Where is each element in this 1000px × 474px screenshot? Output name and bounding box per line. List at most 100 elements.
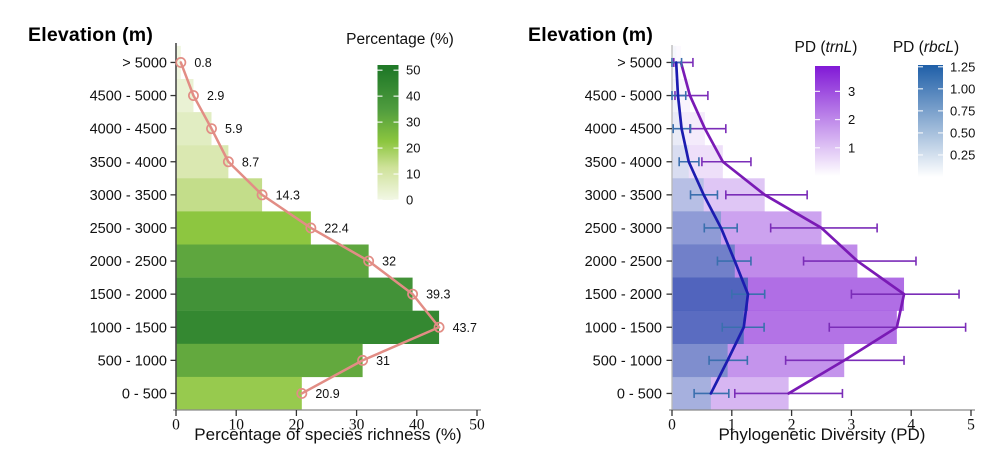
pd-rbcl-colorbar-tick-label: 0.75 (950, 103, 975, 118)
richness-value-label: 43.7 (453, 321, 477, 335)
elevation-band-label: 3000 - 3500 (90, 188, 167, 204)
richness-value-label: 32 (382, 255, 396, 269)
elevation-band-label: 0 - 500 (617, 386, 662, 402)
pd-rbcl-legend-suffix: ) (953, 39, 960, 56)
richness-bar (176, 45, 181, 80)
richness-marker (296, 388, 308, 399)
elevation-band-label: 500 - 1000 (98, 353, 167, 369)
percentage-colorbar-tick-label: 50 (406, 63, 420, 78)
elevation-band-label: 2500 - 3000 (585, 221, 662, 237)
elevation-band-label: 3500 - 4000 (585, 155, 662, 171)
pd-rbcl-colorbar (918, 65, 943, 177)
richness-bar (176, 376, 302, 411)
right-x-tick-label: 1 (728, 417, 736, 434)
percentage-colorbar (377, 65, 399, 200)
richness-marker (433, 321, 445, 333)
elevation-band-label: 3000 - 3500 (585, 188, 662, 204)
richness-bar (176, 79, 194, 113)
left-x-tick-label: 40 (409, 417, 425, 434)
right-x-tick-label: 4 (907, 417, 915, 434)
left-panel-title: Elevation (m) (28, 24, 154, 46)
richness-bar (176, 277, 413, 311)
pd-trnl-legend-gene: trnL (825, 39, 853, 56)
pd-trnl-colorbar-tick-label: 1 (848, 140, 855, 155)
elevation-band-label: 4500 - 5000 (90, 89, 167, 105)
elevation-band-label: 2500 - 3000 (90, 221, 167, 237)
pd-trnl-colorbar-tick-label: 3 (848, 84, 855, 99)
pd-trnl-colorbar-tick-label: 2 (848, 112, 855, 127)
richness-value-label: 8.7 (242, 155, 259, 169)
richness-value-label: 0.8 (194, 56, 211, 70)
richness-marker (188, 90, 199, 102)
richness-bar (176, 145, 229, 179)
elevation-band-label: 4500 - 5000 (585, 89, 662, 105)
pd-rbcl-legend-prefix: PD ( (892, 39, 924, 56)
elevation-band-label: 2000 - 2500 (90, 254, 167, 270)
percentage-colorbar-tick-label: 30 (406, 115, 420, 130)
richness-marker (206, 123, 217, 135)
richness-value-label: 2.9 (207, 89, 224, 103)
right-x-tick-label: 0 (668, 417, 676, 434)
elevation-band-label: 1000 - 1500 (90, 320, 167, 336)
percentage-colorbar-tick-label: 10 (406, 167, 420, 182)
pd-rbcl-legend-gene: rbcL (923, 39, 954, 56)
richness-marker (305, 222, 317, 234)
right-x-tick-label: 2 (788, 417, 796, 434)
elevation-band-label: 1000 - 1500 (585, 320, 662, 336)
right-panel-title: Elevation (m) (528, 24, 654, 46)
pd-rbcl-colorbar-tick-label: 1.00 (950, 81, 975, 96)
species-richness-panel (170, 43, 481, 416)
phylogenetic-diversity-panel (666, 45, 975, 416)
left-x-tick-label: 10 (228, 417, 244, 434)
richness-bar (176, 310, 440, 344)
pd-rbcl-colorbar-tick-label: 1.25 (950, 59, 975, 74)
richness-bar (176, 211, 311, 245)
richness-marker (363, 255, 375, 267)
richness-value-label: 14.3 (276, 188, 300, 202)
left-x-tick-label: 50 (469, 417, 485, 434)
richness-bar (176, 178, 263, 212)
richness-value-label: 5.9 (225, 122, 242, 136)
richness-marker (357, 354, 369, 366)
pd-rbcl-line (674, 61, 750, 395)
left-x-axis-title: Percentage of species richness (%) (194, 425, 462, 444)
left-x-tick-label: 20 (289, 417, 305, 434)
percentage-colorbar-tick-label: 40 (406, 89, 420, 104)
richness-value-label: 22.4 (324, 221, 348, 235)
pd-rbcl-colorbar-tick-label: 0.25 (950, 147, 975, 162)
richness-marker (175, 57, 187, 68)
elevation-band-label: 500 - 1000 (593, 353, 662, 369)
elevation-band-label: 4000 - 4500 (90, 122, 167, 138)
percentage-colorbar-tick-label: 20 (406, 141, 420, 156)
right-x-tick-label: 5 (967, 417, 975, 434)
pd-rbcl-colorbar-tick-label: 0.50 (950, 125, 975, 140)
elevation-band-label: 1500 - 2000 (585, 287, 662, 303)
pd-trnl-legend-title: PD (trnL) (766, 39, 886, 57)
richness-value-label: 39.3 (426, 288, 450, 302)
elevation-band-label: > 5000 (122, 55, 167, 71)
pd-trnl-colorbar (815, 66, 840, 176)
left-x-tick-label: 0 (172, 417, 180, 434)
pd-trnl-legend-suffix: ) (852, 39, 858, 56)
pd-trnl-line (679, 61, 906, 395)
elevation-band-label: 2000 - 2500 (585, 254, 662, 270)
richness-value-label: 20.9 (315, 387, 339, 401)
pd-rbcl-legend-title: PD (rbcL) (866, 39, 986, 57)
elevation-band-label: 1500 - 2000 (90, 287, 167, 303)
richness-bar (176, 244, 369, 278)
elevation-band-label: 4000 - 4500 (585, 122, 662, 138)
richness-value-label: 31 (376, 354, 390, 368)
percentage-legend-title: Percentage (%) (346, 31, 454, 48)
right-x-axis-title: Phylogenetic Diversity (PD) (718, 425, 926, 444)
elevation-band-label: 0 - 500 (122, 386, 167, 402)
richness-bar (176, 343, 363, 378)
elevation-band-label: > 5000 (617, 55, 662, 71)
right-x-tick-label: 3 (848, 417, 856, 434)
richness-marker (407, 288, 419, 300)
left-x-tick-label: 30 (349, 417, 365, 434)
pd-trnl-legend-prefix: PD ( (794, 39, 826, 56)
richness-marker (222, 156, 234, 168)
richness-line (179, 61, 441, 395)
